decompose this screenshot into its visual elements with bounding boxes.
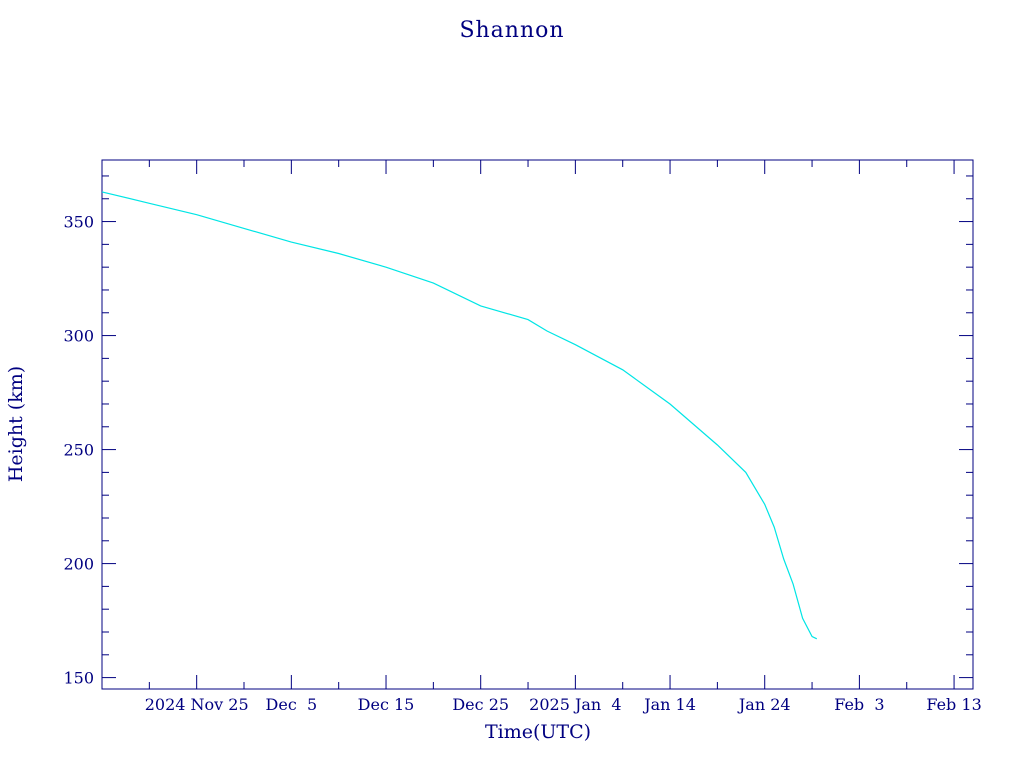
y-tick-label: 200 xyxy=(63,555,94,574)
x-tick-label: Jan 24 xyxy=(737,695,791,714)
y-tick-label: 300 xyxy=(63,327,94,346)
y-tick-label: 350 xyxy=(63,213,94,232)
x-tick-label: Feb 13 xyxy=(926,695,981,714)
axis-ticks xyxy=(102,160,973,689)
x-tick-label: Dec 15 xyxy=(358,695,415,714)
y-tick-labels: 150 200 250 300 350 xyxy=(63,213,94,688)
x-axis-label: Time(UTC) xyxy=(485,721,591,743)
y-axis-label: Height (km) xyxy=(5,366,27,482)
plot-frame xyxy=(101,159,974,690)
x-tick-label: Feb 3 xyxy=(834,695,884,714)
x-tick-label: Dec 5 xyxy=(266,695,318,714)
x-tick-labels: 2024 Nov 25 Dec 5 Dec 15 Dec 25 2025 Jan 4 Ja… xyxy=(145,695,982,714)
x-tick-label: 2025 Jan 4 xyxy=(529,695,621,714)
y-tick-label: 150 xyxy=(63,669,94,688)
chart-title: Shannon xyxy=(459,18,564,43)
x-tick-label: Jan 14 xyxy=(642,695,696,714)
x-tick-label: Dec 25 xyxy=(452,695,509,714)
x-tick-label: 2024 Nov 25 xyxy=(145,695,249,714)
y-tick-label: 250 xyxy=(63,441,94,460)
series-line xyxy=(101,191,818,640)
